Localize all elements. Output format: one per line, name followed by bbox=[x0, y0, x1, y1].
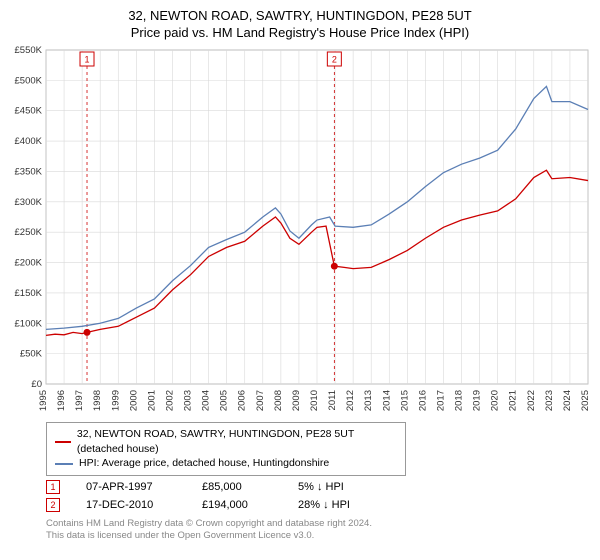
svg-text:2018: 2018 bbox=[454, 390, 465, 411]
footer-line-2: This data is licensed under the Open Gov… bbox=[46, 530, 594, 542]
marker-row-2: 2 17-DEC-2010 £194,000 28% ↓ HPI bbox=[46, 498, 594, 512]
chart-area: £0 £50K £100K £150K £200K £250K £300K £350K £400… bbox=[6, 46, 594, 416]
svg-text:2006: 2006 bbox=[237, 390, 248, 411]
svg-text:2000: 2000 bbox=[128, 390, 139, 411]
svg-text:1997: 1997 bbox=[74, 390, 85, 411]
svg-text:2024: 2024 bbox=[562, 390, 573, 411]
marker-badge-2: 2 bbox=[46, 498, 60, 512]
svg-text:2010: 2010 bbox=[309, 390, 320, 411]
legend-swatch-property bbox=[55, 441, 71, 443]
svg-text:2013: 2013 bbox=[363, 390, 374, 411]
marker-diff-2: 28% ↓ HPI bbox=[298, 499, 388, 511]
chart-container: 32, NEWTON ROAD, SAWTRY, HUNTINGDON, PE2… bbox=[0, 0, 600, 560]
svg-text:£550K: £550K bbox=[15, 46, 43, 56]
svg-text:2014: 2014 bbox=[381, 390, 392, 411]
svg-text:2019: 2019 bbox=[472, 390, 483, 411]
legend-swatch-hpi bbox=[55, 463, 73, 465]
marker-price-2: £194,000 bbox=[202, 499, 272, 511]
svg-text:2025: 2025 bbox=[580, 390, 591, 411]
svg-text:2005: 2005 bbox=[219, 390, 230, 411]
footer-line-1: Contains HM Land Registry data © Crown c… bbox=[46, 518, 594, 530]
svg-text:£350K: £350K bbox=[15, 166, 43, 177]
svg-text:£100K: £100K bbox=[15, 318, 43, 329]
svg-text:2023: 2023 bbox=[544, 390, 555, 411]
legend-label-hpi: HPI: Average price, detached house, Hunt… bbox=[79, 456, 329, 471]
svg-text:1995: 1995 bbox=[38, 390, 49, 411]
svg-text:£50K: £50K bbox=[20, 349, 43, 360]
legend: 32, NEWTON ROAD, SAWTRY, HUNTINGDON, PE2… bbox=[46, 422, 406, 476]
svg-text:2015: 2015 bbox=[399, 390, 410, 411]
marker-badge-1: 1 bbox=[46, 480, 60, 494]
marker-date-2: 17-DEC-2010 bbox=[86, 499, 176, 511]
svg-text:2008: 2008 bbox=[273, 390, 284, 411]
legend-item-hpi: HPI: Average price, detached house, Hunt… bbox=[55, 456, 397, 471]
svg-text:2012: 2012 bbox=[345, 390, 356, 411]
svg-text:2001: 2001 bbox=[146, 390, 157, 411]
svg-text:£250K: £250K bbox=[15, 227, 43, 238]
svg-text:£150K: £150K bbox=[15, 288, 43, 299]
svg-text:1996: 1996 bbox=[56, 390, 67, 411]
svg-text:£0: £0 bbox=[31, 379, 42, 390]
marker-date-1: 07-APR-1997 bbox=[86, 481, 176, 493]
legend-label-property: 32, NEWTON ROAD, SAWTRY, HUNTINGDON, PE2… bbox=[77, 427, 397, 456]
svg-text:2007: 2007 bbox=[255, 390, 266, 411]
title-block: 32, NEWTON ROAD, SAWTRY, HUNTINGDON, PE2… bbox=[6, 8, 594, 40]
attribution-footer: Contains HM Land Registry data © Crown c… bbox=[46, 518, 594, 543]
svg-text:2016: 2016 bbox=[417, 390, 428, 411]
marker-diff-1: 5% ↓ HPI bbox=[298, 481, 388, 493]
svg-text:2011: 2011 bbox=[327, 390, 338, 410]
svg-text:£300K: £300K bbox=[15, 197, 43, 208]
svg-text:1998: 1998 bbox=[92, 390, 103, 411]
marker-price-1: £85,000 bbox=[202, 481, 272, 493]
title-subtitle: Price paid vs. HM Land Registry's House … bbox=[6, 25, 594, 40]
svg-text:1999: 1999 bbox=[110, 390, 121, 411]
svg-text:£450K: £450K bbox=[15, 106, 43, 117]
svg-text:2004: 2004 bbox=[201, 390, 212, 411]
svg-text:2009: 2009 bbox=[291, 390, 302, 411]
svg-text:2: 2 bbox=[332, 55, 337, 65]
svg-text:1: 1 bbox=[85, 55, 90, 65]
svg-text:2021: 2021 bbox=[508, 390, 519, 411]
marker-table: 1 07-APR-1997 £85,000 5% ↓ HPI 2 17-DEC-… bbox=[46, 480, 594, 512]
svg-text:2020: 2020 bbox=[490, 390, 501, 411]
line-chart-svg: £0 £50K £100K £150K £200K £250K £300K £350K £400… bbox=[6, 46, 594, 416]
svg-text:£200K: £200K bbox=[15, 258, 43, 269]
svg-text:£400K: £400K bbox=[15, 136, 43, 147]
svg-text:2017: 2017 bbox=[435, 390, 446, 411]
svg-text:2022: 2022 bbox=[526, 390, 537, 411]
svg-text:2002: 2002 bbox=[164, 390, 175, 411]
title-address: 32, NEWTON ROAD, SAWTRY, HUNTINGDON, PE2… bbox=[6, 8, 594, 23]
legend-item-property: 32, NEWTON ROAD, SAWTRY, HUNTINGDON, PE2… bbox=[55, 427, 397, 456]
svg-text:£500K: £500K bbox=[15, 75, 43, 86]
marker-row-1: 1 07-APR-1997 £85,000 5% ↓ HPI bbox=[46, 480, 594, 494]
svg-text:2003: 2003 bbox=[183, 390, 194, 411]
